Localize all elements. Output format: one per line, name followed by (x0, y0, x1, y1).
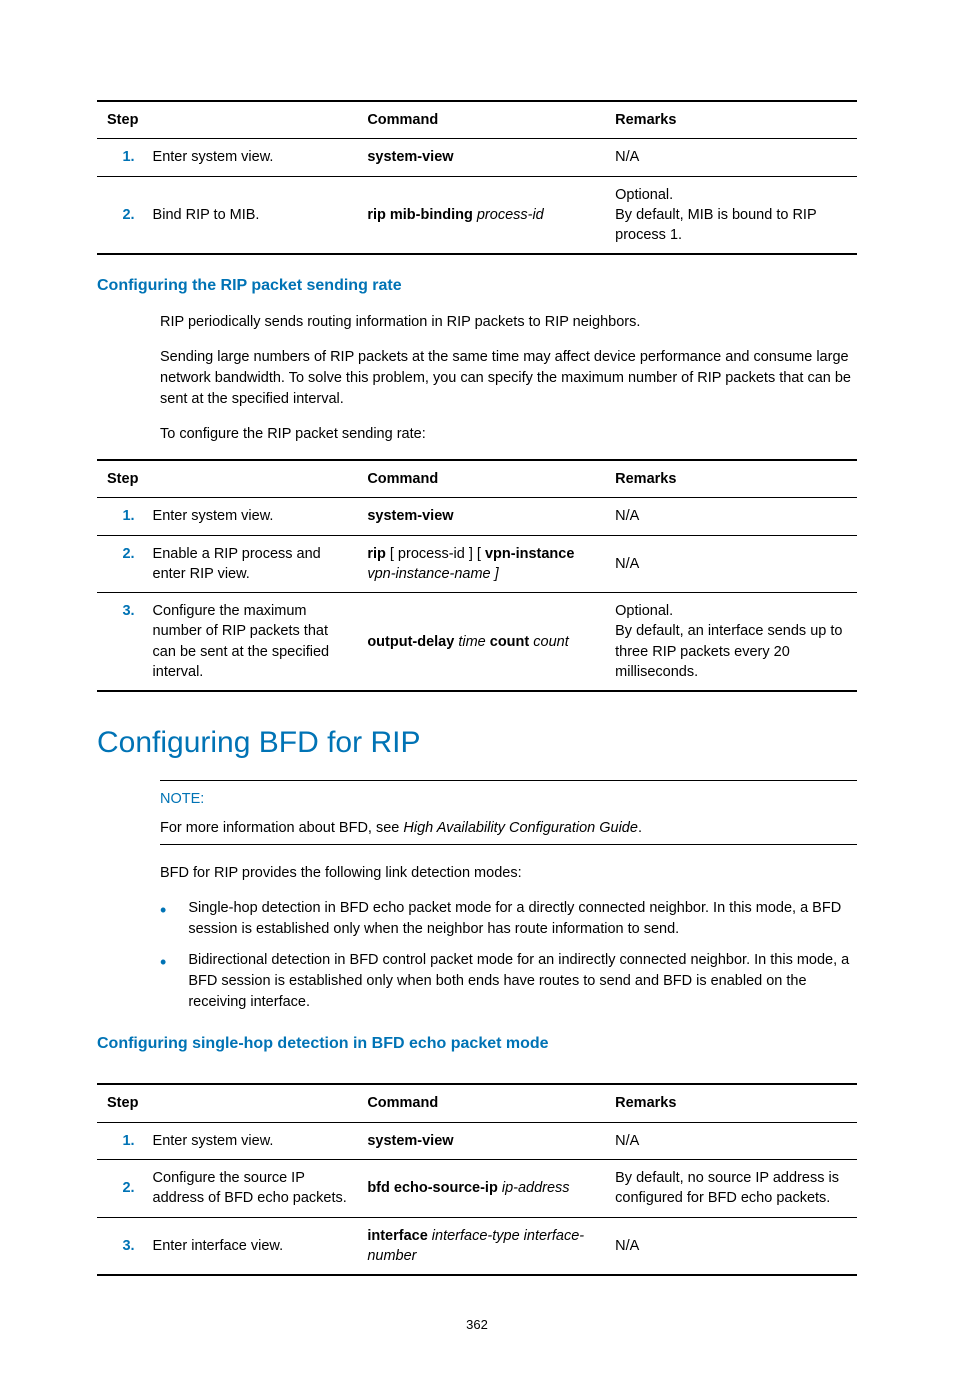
table-row: 1. Enter system view. system-view N/A (97, 498, 857, 535)
bullet-icon: • (160, 953, 166, 1013)
step-desc: Enter system view. (147, 139, 362, 176)
command-cell: system-view (361, 139, 609, 176)
remarks-cell: Optional. By default, MIB is bound to RI… (609, 176, 857, 254)
remarks-cell: By default, no source IP address is conf… (609, 1160, 857, 1218)
bullet-list: • Single-hop detection in BFD echo packe… (160, 898, 857, 1013)
paragraph: BFD for RIP provides the following link … (160, 863, 857, 884)
step-desc: Enable a RIP process and enter RIP view. (147, 535, 362, 593)
step-desc: Configure the source IP address of BFD e… (147, 1160, 362, 1218)
command-cell: bfd echo-source-ip ip-address (361, 1160, 609, 1218)
th-command: Command (361, 460, 609, 498)
divider (160, 780, 857, 781)
paragraph: To configure the RIP packet sending rate… (160, 424, 857, 445)
note-text: For more information about BFD, see High… (160, 818, 857, 838)
paragraph: RIP periodically sends routing informati… (160, 312, 857, 333)
command-cell: interface interface-type interface-numbe… (361, 1217, 609, 1275)
step-number: 1. (97, 139, 147, 176)
step-number: 1. (97, 498, 147, 535)
divider (160, 844, 857, 845)
step-number: 3. (97, 1217, 147, 1275)
table-row: 2. Configure the source IP address of BF… (97, 1160, 857, 1218)
th-remarks: Remarks (609, 101, 857, 139)
table-row: 2. Enable a RIP process and enter RIP vi… (97, 535, 857, 593)
command-cell: rip [ process-id ] [ vpn-instance vpn-in… (361, 535, 609, 593)
step-desc: Bind RIP to MIB. (147, 176, 362, 254)
table-row: 1. Enter system view. system-view N/A (97, 139, 857, 176)
table-row: 2. Bind RIP to MIB. rip mib-binding proc… (97, 176, 857, 254)
table-row: 3. Enter interface view. interface inter… (97, 1217, 857, 1275)
remarks-cell: N/A (609, 1122, 857, 1159)
th-remarks: Remarks (609, 460, 857, 498)
step-number: 2. (97, 176, 147, 254)
command-cell: system-view (361, 1122, 609, 1159)
table-row: 1. Enter system view. system-view N/A (97, 1122, 857, 1159)
command-cell: rip mib-binding process-id (361, 176, 609, 254)
command-cell: output-delay time count count (361, 593, 609, 692)
th-command: Command (361, 101, 609, 139)
remarks-cell: Optional. By default, an interface sends… (609, 593, 857, 692)
step-desc: Enter interface view. (147, 1217, 362, 1275)
th-remarks: Remarks (609, 1084, 857, 1122)
th-command: Command (361, 1084, 609, 1122)
heading-single-hop: Configuring single-hop detection in BFD … (97, 1033, 857, 1055)
bullet-icon: • (160, 901, 166, 940)
remarks-cell: N/A (609, 535, 857, 593)
note-label: NOTE: (160, 789, 857, 809)
table-sending-rate: Step Command Remarks 1. Enter system vie… (97, 459, 857, 692)
list-item: • Single-hop detection in BFD echo packe… (160, 898, 857, 940)
command-cell: system-view (361, 498, 609, 535)
th-step: Step (97, 460, 361, 498)
remarks-cell: N/A (609, 1217, 857, 1275)
th-step: Step (97, 101, 361, 139)
page-number: 362 (97, 1316, 857, 1334)
step-number: 3. (97, 593, 147, 692)
table-row: 3. Configure the maximum number of RIP p… (97, 593, 857, 692)
step-number: 1. (97, 1122, 147, 1159)
remarks-cell: N/A (609, 139, 857, 176)
step-desc: Enter system view. (147, 498, 362, 535)
th-step: Step (97, 1084, 361, 1122)
paragraph: Sending large numbers of RIP packets at … (160, 347, 857, 410)
step-desc: Configure the maximum number of RIP pack… (147, 593, 362, 692)
table-mib-binding: Step Command Remarks 1. Enter system vie… (97, 100, 857, 255)
heading-bfd-for-rip: Configuring BFD for RIP (97, 722, 857, 764)
remarks-cell: N/A (609, 498, 857, 535)
step-desc: Enter system view. (147, 1122, 362, 1159)
table-bfd-echo: Step Command Remarks 1. Enter system vie… (97, 1083, 857, 1276)
note-box: NOTE: For more information about BFD, se… (160, 780, 857, 845)
step-number: 2. (97, 535, 147, 593)
list-item: • Bidirectional detection in BFD control… (160, 950, 857, 1013)
heading-rip-sending-rate: Configuring the RIP packet sending rate (97, 275, 857, 297)
step-number: 2. (97, 1160, 147, 1218)
